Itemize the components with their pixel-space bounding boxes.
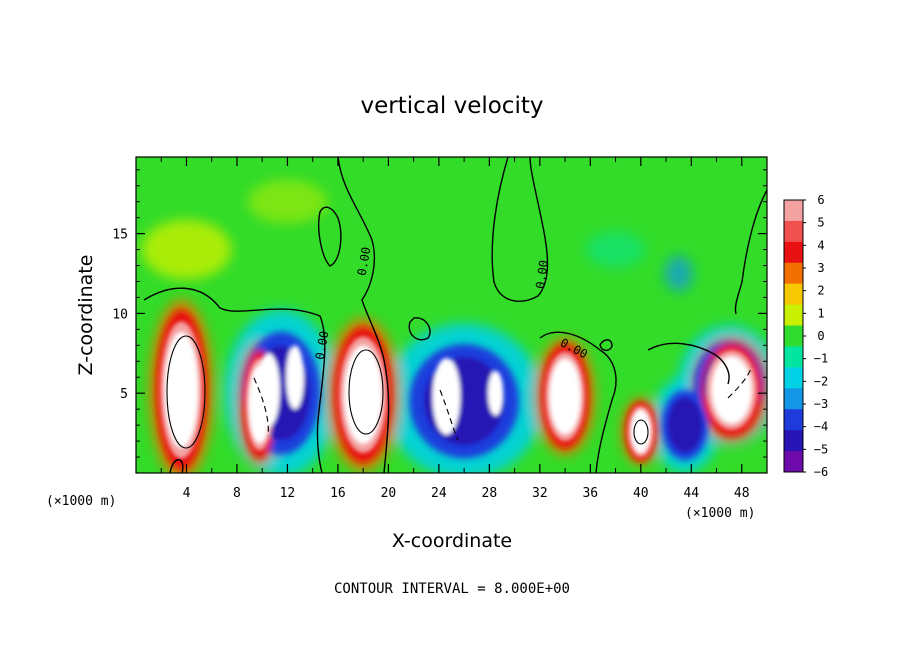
colorbar-label: 3 [817, 261, 824, 275]
zero-contour-line [647, 342, 730, 385]
x-unit-label-right: (×1000 m) [685, 506, 755, 521]
updraft-core [549, 358, 581, 434]
colorbar-label: −1 [814, 352, 828, 366]
zero-contour-line [143, 287, 326, 473]
colorbar-label: −6 [814, 465, 828, 479]
colorbar-swatch [784, 241, 803, 264]
downdraft-core-white [286, 345, 304, 410]
x-tick-label: 28 [482, 486, 498, 501]
x-tick-label: 44 [683, 486, 699, 501]
contour-interval-note: CONTOUR INTERVAL = 8.000E+00 [334, 581, 570, 597]
velocity-field [141, 179, 767, 473]
x-tick-label: 36 [582, 486, 598, 501]
colorbar-label: 1 [817, 306, 824, 320]
colorbar: 6 5 4 3 2 1 0 −1 −2 −3 −4 −5 −6 [783, 193, 828, 479]
x-tick-label: 24 [431, 486, 447, 501]
x-tick-label: 12 [280, 486, 296, 501]
zero-contour-line [318, 206, 342, 267]
downdraft-core-white [257, 353, 280, 427]
colorbar-swatch [784, 409, 803, 431]
colorbar-swatch [784, 430, 803, 452]
x-unit-label-left: (×1000 m) [46, 494, 116, 509]
core-contour-line-dashed [439, 389, 459, 441]
updraft-core [711, 356, 752, 424]
y-tick-label: 10 [112, 307, 128, 322]
colorbar-label: −3 [814, 397, 828, 411]
colorbar-label: −5 [814, 442, 828, 456]
colorbar-swatch [784, 451, 803, 473]
updraft-core [164, 332, 199, 448]
chart-title: vertical velocity [361, 93, 544, 119]
x-axis-label: X-coordinate [392, 530, 512, 552]
zero-contour-line [599, 339, 613, 352]
plot-area: 0.00 0.00 0.00 0.00 [136, 157, 767, 473]
core-contour-line [348, 349, 384, 435]
x-tick-label: 16 [330, 486, 346, 501]
field-blob [247, 179, 328, 224]
colorbar-label: 5 [817, 216, 824, 230]
colorbar-swatch [784, 304, 803, 327]
field-inner-layer [160, 321, 758, 459]
x-tick-label: 8 [233, 486, 241, 501]
downdraft-core-white [488, 370, 504, 416]
x-axis-ticks: 4 8 12 16 20 24 28 32 36 40 44 48 [160, 157, 750, 501]
colorbar-label: 2 [817, 284, 824, 298]
downdraft-core [667, 398, 703, 452]
x-tick-label: 48 [734, 486, 750, 501]
colorbar-swatch [784, 367, 803, 389]
downdraft-core-white [432, 358, 461, 435]
colorbar-swatch [784, 283, 803, 306]
updraft-core [344, 345, 383, 444]
x-tick-label: 20 [381, 486, 397, 501]
core-contour-line [166, 335, 206, 449]
x-tick-label: 32 [532, 486, 548, 501]
colorbar-swatch [784, 388, 803, 410]
x-tick-label: 40 [633, 486, 649, 501]
zero-contour-line [734, 189, 767, 315]
colorbar-label: −4 [814, 420, 828, 434]
zero-contour-line [408, 317, 431, 341]
zero-contour-line [491, 157, 549, 302]
zero-contour-line [337, 157, 390, 473]
field-blob [585, 231, 646, 268]
zero-contour-line [539, 331, 617, 473]
colorbar-label: 0 [817, 329, 824, 343]
y-tick-label: 15 [112, 228, 128, 243]
x-tick-label: 4 [183, 486, 191, 501]
field-blob [664, 255, 693, 292]
colorbar-swatch [784, 262, 803, 285]
colorbar-label: 6 [817, 193, 824, 207]
zero-contours [143, 157, 767, 473]
colorbar-swatch [784, 220, 803, 243]
y-tick-label: 5 [120, 387, 128, 402]
core-contours [166, 335, 753, 449]
contour-value-label: 0.00 [313, 330, 332, 361]
colorbar-label: −2 [814, 374, 828, 388]
zero-contour-line [169, 458, 184, 473]
updraft-core [630, 410, 651, 453]
field-blob [141, 219, 232, 280]
colorbar-label: 4 [817, 238, 824, 252]
y-axis-ticks: 5 10 15 [112, 169, 767, 458]
core-contour-line-dashed [727, 365, 753, 399]
colorbar-swatch [784, 325, 803, 347]
core-contour-line [633, 419, 649, 445]
colorbar-swatch [784, 200, 803, 222]
colorbar-swatch [784, 346, 803, 368]
core-contour-line-dashed [253, 377, 269, 437]
contour-value-label: 0.00 [355, 246, 374, 277]
plot-frame [135, 156, 768, 474]
y-axis-label: Z-coordinate [75, 255, 97, 376]
contour-value-label: 0.00 [533, 259, 551, 290]
